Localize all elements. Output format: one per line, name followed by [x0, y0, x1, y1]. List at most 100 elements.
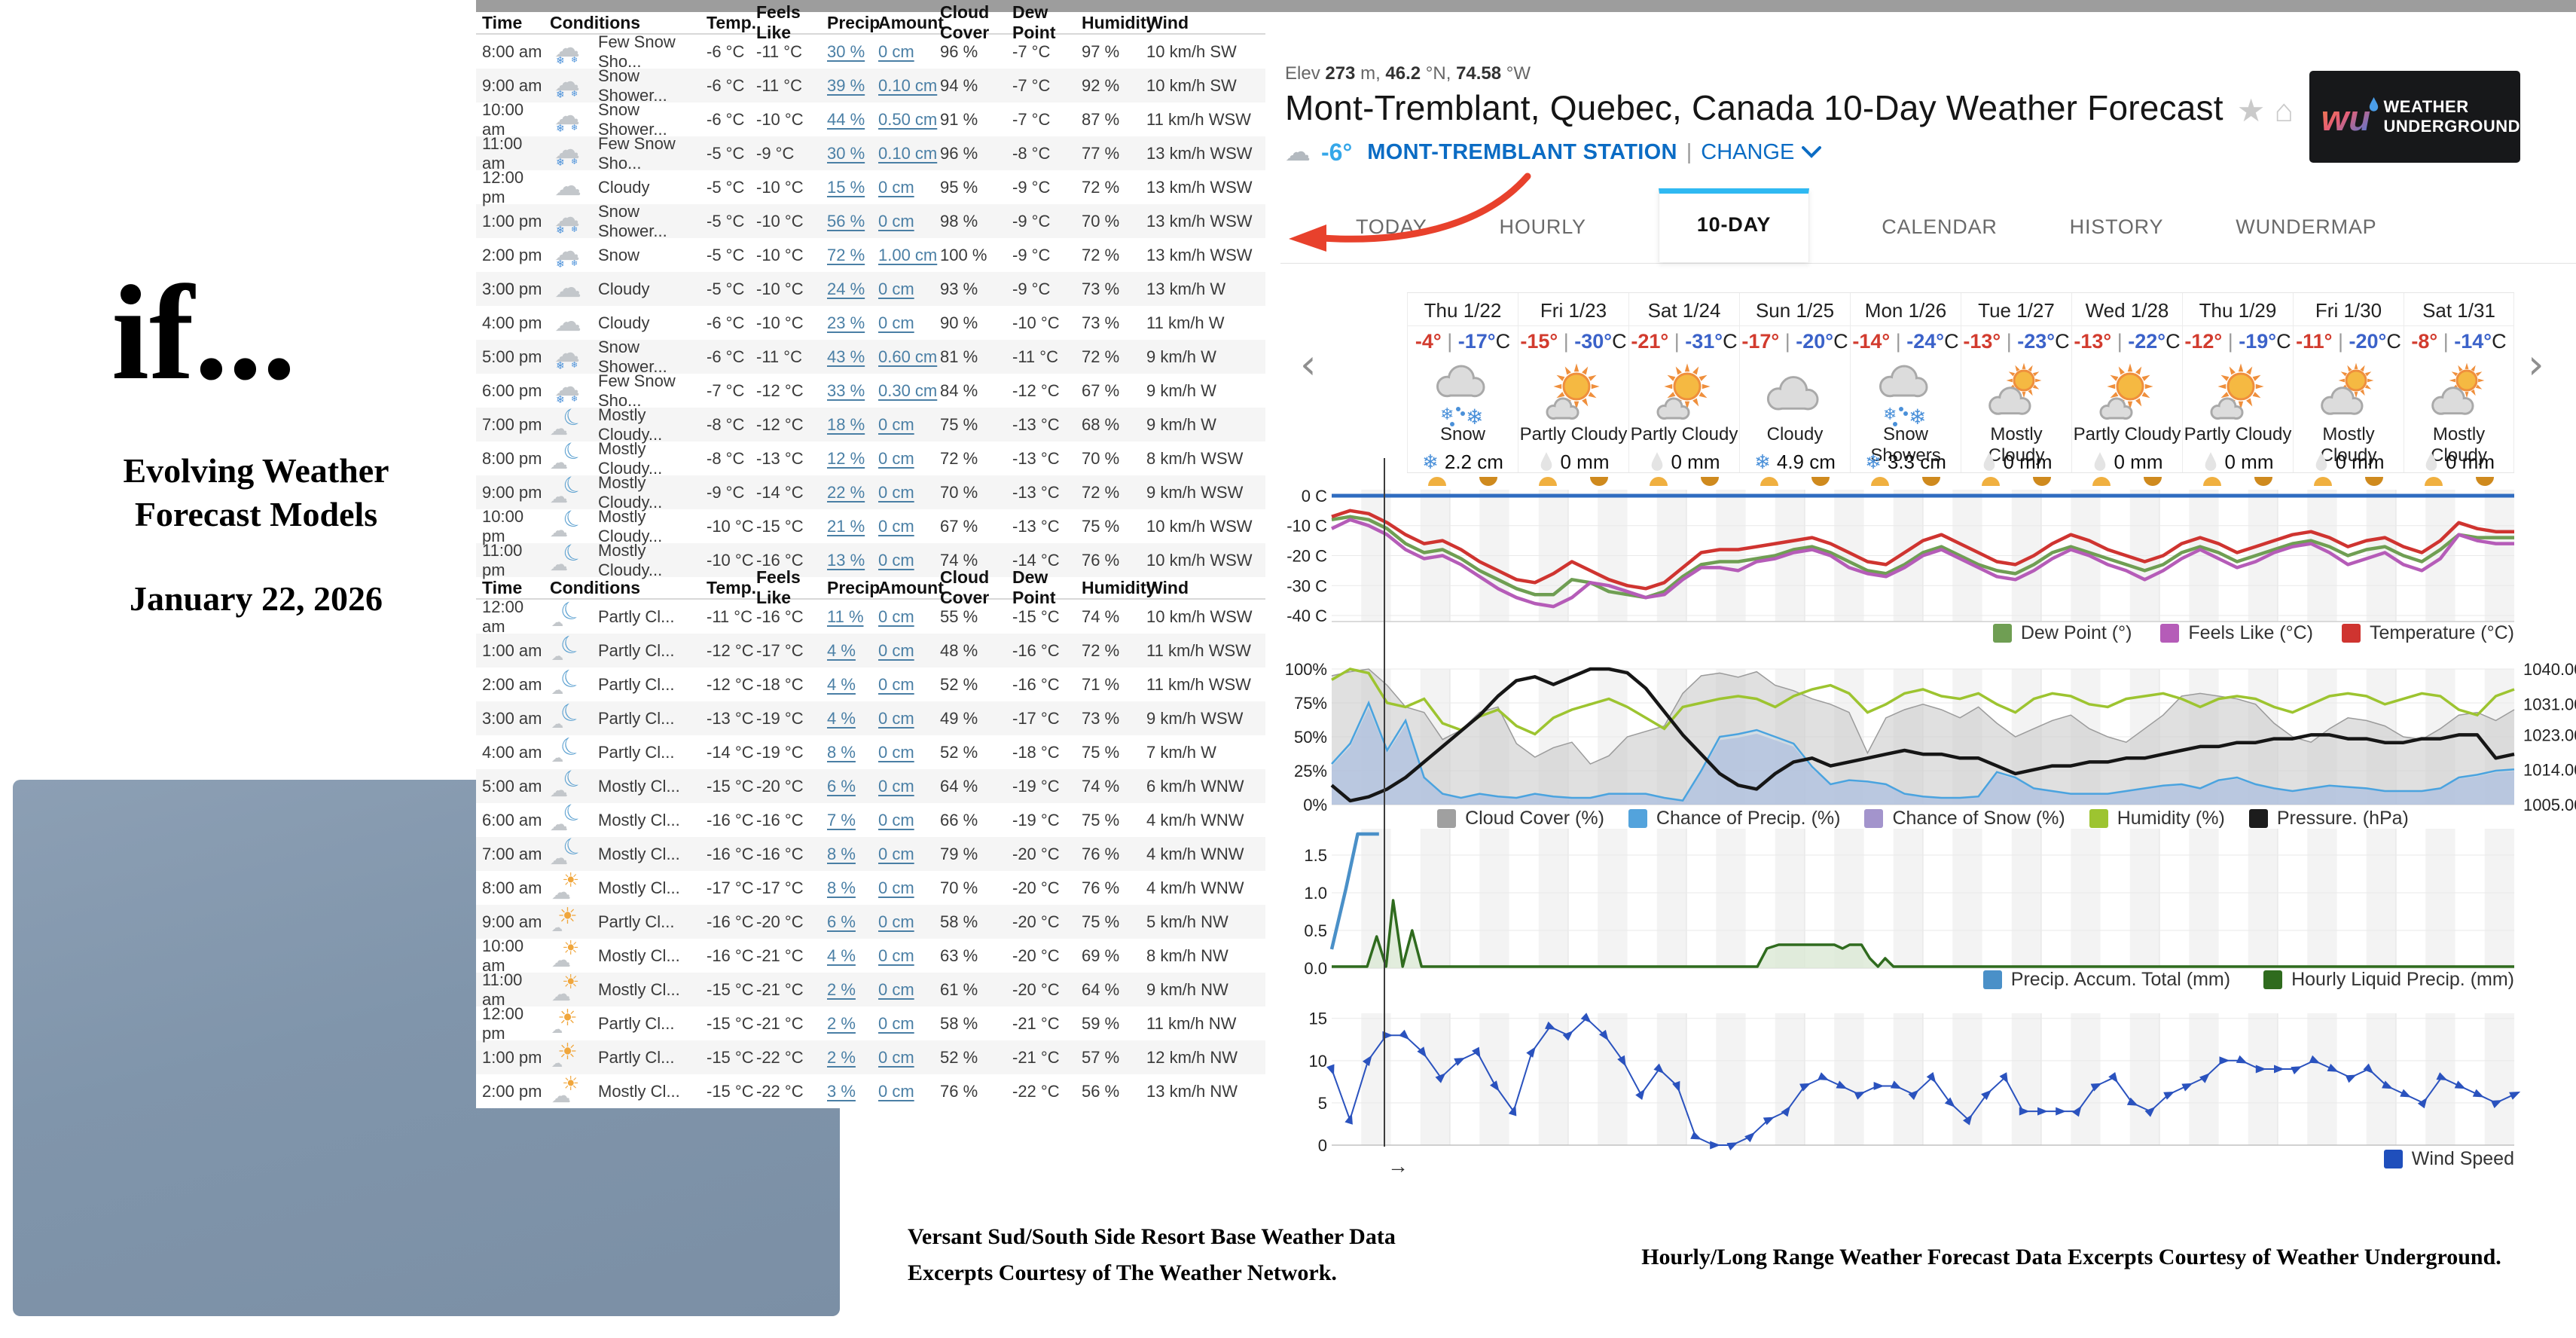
amount-link[interactable]: 0 cm	[878, 177, 914, 197]
forecast-day-125[interactable]: Sun 1/25 -17° | -20°C Cloudy ❄ 4.9 cm	[1739, 293, 1850, 486]
table-row[interactable]: 10:00 pm ☾ ☁ Mostly Cloudy... -10 °C -15 °C 21…	[482, 503, 1253, 545]
precip-link[interactable]: 56 %	[827, 211, 865, 231]
amount-link[interactable]: 0.10 cm	[878, 75, 938, 95]
precip-link[interactable]: 12 %	[827, 448, 865, 468]
forecast-day-124[interactable]: Sat 1/24 -21° | -31°C Partly Cloudy 0 mm	[1628, 293, 1739, 486]
forecast-day-129[interactable]: Thu 1/29 -12° | -19°C Partly Cloudy 0 mm	[2182, 293, 2293, 486]
precip-link[interactable]: 21 %	[827, 516, 865, 536]
precip-link[interactable]: 23 %	[827, 313, 865, 332]
amount-link[interactable]: 0 cm	[878, 1081, 914, 1101]
precip-link[interactable]: 72 %	[827, 245, 865, 264]
amount-link[interactable]: 0 cm	[878, 41, 914, 61]
precip-link[interactable]: 8 %	[827, 844, 856, 863]
table-row[interactable]: 2:00 pm ☀ ☁ Mostly Cl... -15 °C -22 °C 3 % 0 cm…	[482, 1071, 1238, 1107]
table-row[interactable]: 8:00 am ☀ ☁ Mostly Cl... -17 °C -17 °C 8 % 0 cm…	[482, 868, 1244, 903]
amount-link[interactable]: 0 cm	[878, 742, 914, 762]
precip-link[interactable]: 6 %	[827, 912, 856, 931]
tab-wundermap[interactable]: WUNDERMAP	[2236, 215, 2377, 238]
precip-link[interactable]: 33 %	[827, 380, 865, 400]
amount-link[interactable]: 0 cm	[878, 1013, 914, 1033]
amount-link[interactable]: 0 cm	[878, 810, 914, 829]
table-row[interactable]: 2:00 am ☾ ☁ Partly Cl... -12 °C -18 °C 4 % 0 cm…	[476, 661, 1265, 701]
table-row[interactable]: 12:00 pm ☁ Cloudy -5 °C -10 °C 15 % 0 cm 95 % -9…	[482, 167, 1253, 206]
change-station-link[interactable]: CHANGE	[1701, 139, 1795, 164]
amount-link[interactable]: 0 cm	[878, 776, 914, 796]
precip-link[interactable]: 22 %	[827, 482, 865, 502]
precip-link[interactable]: 39 %	[827, 75, 865, 95]
table-row[interactable]: 12:00 am ☾ ☁ Partly Cl... -11 °C -16 °C 11 % 0 …	[482, 594, 1253, 636]
table-row[interactable]: 6:00 pm ☁ ❄ ❄ Few Snow Sho... -7 °C -12 °C 33 %…	[482, 371, 1216, 410]
precip-link[interactable]: 2 %	[827, 979, 856, 999]
precip-link[interactable]: 4 %	[827, 640, 856, 660]
home-icon[interactable]: ⌂	[2274, 93, 2294, 128]
amount-link[interactable]: 0 cm	[878, 606, 914, 626]
precip-link[interactable]: 44 %	[827, 109, 865, 129]
precip-link[interactable]: 4 %	[827, 674, 856, 694]
precip-link[interactable]: 6 %	[827, 776, 856, 796]
precip-link[interactable]: 24 %	[827, 279, 865, 298]
precip-link[interactable]: 18 %	[827, 414, 865, 434]
precip-link[interactable]: 11 %	[827, 606, 864, 626]
table-row[interactable]: 7:00 am ☾ ☁ Mostly Cl... -16 °C -16 °C 8 % 0 cm…	[476, 831, 1265, 871]
table-row[interactable]: 1:00 pm ☁ ❄ ❄ Snow Shower... -5 °C -10 °C 56 % 0…	[476, 202, 1265, 240]
table-row[interactable]: 9:00 pm ☾ ☁ Mostly Cloudy... -9 °C -14 °C 22 %…	[476, 469, 1265, 512]
table-row[interactable]: 10:00 am ☀ ☁ Mostly Cl... -16 °C -21 °C 4 % 0 c…	[482, 936, 1228, 975]
amount-link[interactable]: 0 cm	[878, 279, 914, 298]
table-row[interactable]: 8:00 pm ☾ ☁ Mostly Cloudy... -8 °C -13 °C 12 %…	[482, 435, 1244, 478]
station-link[interactable]: MONT-TREMBLANT STATION	[1367, 139, 1677, 164]
table-row[interactable]: 5:00 am ☾ ☁ Mostly Cl... -15 °C -20 °C 6 % 0 cm…	[476, 763, 1265, 803]
table-row[interactable]: 3:00 am ☾ ☁ Partly Cl... -13 °C -19 °C 4 % 0 cm…	[476, 695, 1265, 735]
precip-link[interactable]: 8 %	[827, 878, 856, 897]
amount-link[interactable]: 0 cm	[878, 516, 914, 536]
forecast-day-122[interactable]: Thu 1/22 -4° | -17°C ❄ ❄ Snow ❄ 2.2 cm	[1407, 293, 1518, 486]
precip-link[interactable]: 7 %	[827, 810, 856, 829]
precip-link[interactable]: 15 %	[827, 177, 865, 197]
table-row[interactable]: 10:00 am ☁ ❄ ❄ Snow Shower... -6 °C -10 °C 44 %…	[482, 99, 1251, 139]
carousel-prev-button[interactable]: ‹	[1300, 341, 1317, 388]
table-row[interactable]: 5:00 pm ☁ ❄ ❄ Snow Shower... -6 °C -11 °C 43 % 0…	[476, 338, 1265, 376]
table-row[interactable]: 2:00 pm ☁ ❄ ❄ Snow -5 °C -10 °C 72 % 1.00 cm 100 …	[476, 238, 1265, 272]
table-row[interactable]: 9:00 am ☁ ❄ ❄ Snow Shower... -6 °C -11 °C 39 % 0…	[476, 66, 1265, 105]
amount-link[interactable]: 0.50 cm	[878, 109, 938, 129]
chevron-down-icon[interactable]	[1802, 146, 1822, 158]
precip-link[interactable]: 4 %	[827, 945, 856, 965]
amount-link[interactable]: 1.00 cm	[878, 245, 938, 264]
tab-10-day[interactable]: 10-DAY	[1658, 188, 1810, 262]
amount-link[interactable]: 0 cm	[878, 912, 914, 931]
table-row[interactable]: 4:00 am ☾ ☁ Partly Cl... -14 °C -19 °C 8 % 0 cm…	[476, 729, 1265, 769]
amount-link[interactable]: 0 cm	[878, 211, 914, 231]
amount-link[interactable]: 0 cm	[878, 448, 914, 468]
amount-link[interactable]: 0 cm	[878, 674, 914, 694]
forecast-day-131[interactable]: Sat 1/31 -8° | -14°C Mostly Cloudy 0 mm	[2404, 293, 2514, 486]
precip-link[interactable]: 3 %	[827, 1081, 856, 1101]
precip-link[interactable]: 4 %	[827, 708, 856, 728]
table-row[interactable]: 3:00 pm ☁ Cloudy -5 °C -10 °C 24 % 0 cm 93 % -9 …	[476, 272, 1265, 306]
amount-link[interactable]: 0 cm	[878, 878, 914, 897]
precip-link[interactable]: 2 %	[827, 1047, 856, 1067]
amount-link[interactable]: 0 cm	[878, 1047, 914, 1067]
tab-calendar[interactable]: CALENDAR	[1882, 215, 1998, 238]
table-row[interactable]: 11:00 am ☁ ❄ ❄ Few Snow Sho... -5 °C -9 °C 30 %…	[476, 134, 1265, 173]
tab-history[interactable]: HISTORY	[2069, 215, 2164, 238]
amount-link[interactable]: 0 cm	[878, 550, 914, 570]
precip-link[interactable]: 30 %	[827, 143, 865, 163]
favorite-star-icon[interactable]: ★	[2236, 93, 2266, 128]
amount-link[interactable]: 0 cm	[878, 640, 914, 660]
amount-link[interactable]: 0 cm	[878, 708, 914, 728]
amount-link[interactable]: 0 cm	[878, 844, 914, 863]
precip-link[interactable]: 13 %	[827, 550, 865, 570]
amount-link[interactable]: 0 cm	[878, 414, 914, 434]
precip-link[interactable]: 43 %	[827, 347, 865, 366]
precip-link[interactable]: 2 %	[827, 1013, 856, 1033]
forecast-day-123[interactable]: Fri 1/23 -15° | -30°C Partly Cloudy 0 mm	[1518, 293, 1628, 486]
table-row[interactable]: 9:00 am ☀ ☁ Partly Cl... -16 °C -20 °C 6 % 0 cm…	[476, 905, 1265, 939]
precip-link[interactable]: 30 %	[827, 41, 865, 61]
table-row[interactable]: 1:00 am ☾ ☁ Partly Cl... -12 °C -17 °C 4 % 0 cm…	[476, 628, 1265, 667]
forecast-day-126[interactable]: Mon 1/26 -14° | -24°C ❄ ❄ Snow Showers ❄ 3.3 c…	[1850, 293, 1961, 486]
amount-link[interactable]: 0 cm	[878, 945, 914, 965]
amount-link[interactable]: 0 cm	[878, 979, 914, 999]
forecast-day-130[interactable]: Fri 1/30 -11° | -20°C Mostly Cloudy 0 mm	[2293, 293, 2404, 486]
amount-link[interactable]: 0 cm	[878, 482, 914, 502]
amount-link[interactable]: 0.60 cm	[878, 347, 938, 366]
table-row[interactable]: 4:00 pm ☁ Cloudy -6 °C -10 °C 23 % 0 cm 90 % -10…	[476, 306, 1265, 340]
